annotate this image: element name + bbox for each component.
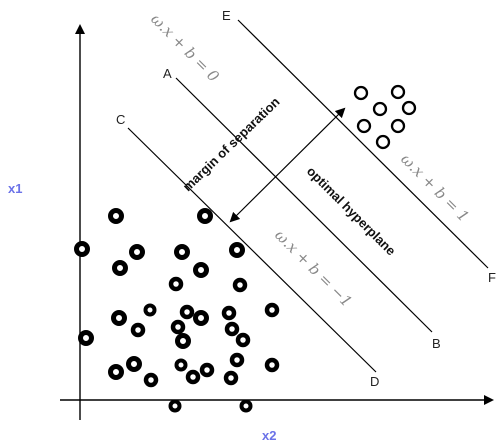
negative-point bbox=[143, 372, 159, 388]
negative-point bbox=[229, 352, 245, 368]
negative-point bbox=[108, 364, 124, 380]
negative-point bbox=[224, 321, 240, 337]
negative-point bbox=[223, 370, 239, 386]
negative-point bbox=[170, 319, 186, 335]
positive-point bbox=[375, 134, 391, 150]
negative-point bbox=[197, 208, 213, 224]
positive-point bbox=[390, 84, 406, 100]
positive-point bbox=[372, 101, 388, 117]
negative-point bbox=[185, 369, 201, 385]
negative-point bbox=[126, 356, 142, 372]
negative-point bbox=[174, 358, 188, 372]
negative-margin-line bbox=[127, 127, 377, 373]
negative-point bbox=[193, 310, 209, 326]
label-B: B bbox=[432, 336, 441, 351]
negative-class-points bbox=[74, 208, 280, 413]
margin-arrow bbox=[229, 107, 346, 223]
optimal-hyperplane-label: optimal hyperplane bbox=[304, 164, 399, 259]
optimal-hyperplane-line bbox=[175, 77, 433, 333]
negative-point bbox=[108, 208, 124, 224]
negative-point bbox=[239, 399, 253, 413]
negative-point bbox=[175, 333, 191, 349]
negative-point bbox=[221, 305, 237, 321]
negative-point bbox=[168, 399, 182, 413]
negative-point bbox=[264, 302, 280, 318]
positive-margin-line bbox=[237, 19, 489, 269]
negative-point bbox=[129, 244, 145, 260]
negative-point bbox=[130, 322, 146, 338]
negative-point bbox=[168, 276, 184, 292]
negative-point bbox=[232, 277, 248, 293]
negative-point bbox=[78, 330, 94, 346]
y-axis-label: x1 bbox=[8, 181, 22, 196]
positive-point bbox=[390, 118, 406, 134]
label-D: D bbox=[370, 374, 379, 389]
negative-point bbox=[264, 357, 280, 373]
label-C: C bbox=[116, 112, 125, 127]
negative-point bbox=[235, 332, 251, 348]
equation-optimal: ω.x + b = 0 bbox=[147, 10, 223, 86]
margin-of-separation-label: margin of separation bbox=[180, 94, 283, 194]
label-E: E bbox=[222, 8, 231, 23]
positive-point bbox=[353, 85, 369, 101]
negative-point bbox=[199, 362, 215, 378]
negative-point bbox=[174, 244, 190, 260]
negative-point bbox=[112, 260, 128, 276]
positive-class-points bbox=[353, 84, 417, 150]
negative-point bbox=[193, 262, 209, 278]
label-F: F bbox=[488, 270, 496, 285]
negative-point bbox=[74, 241, 90, 257]
negative-point bbox=[143, 303, 157, 317]
equation-positive: ω.x + b = 1 bbox=[397, 150, 473, 226]
negative-point bbox=[179, 304, 195, 320]
positive-point bbox=[401, 100, 417, 116]
label-A: A bbox=[163, 66, 172, 81]
x-axis-label: x2 bbox=[262, 428, 276, 443]
negative-point bbox=[229, 242, 245, 258]
equation-negative: ω.x + b = −1 bbox=[271, 226, 355, 310]
positive-point bbox=[356, 118, 372, 134]
negative-point bbox=[111, 310, 127, 326]
